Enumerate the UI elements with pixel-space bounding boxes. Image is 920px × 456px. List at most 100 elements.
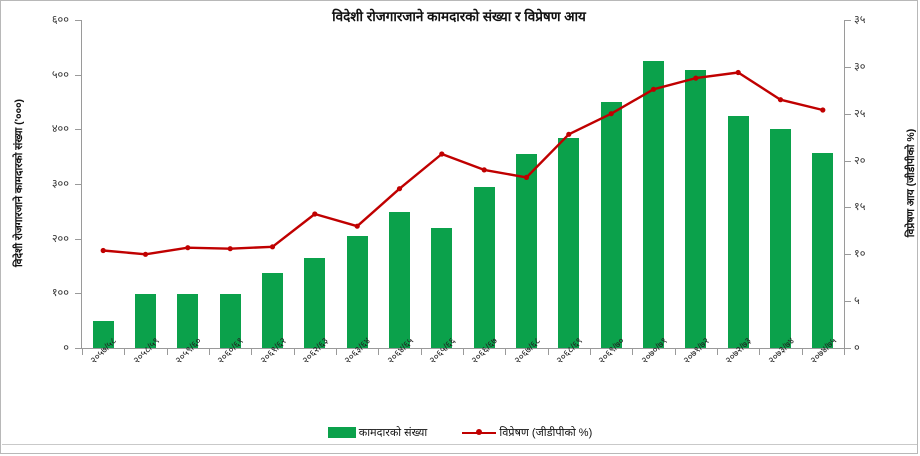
x-tick bbox=[590, 349, 591, 355]
bar[interactable] bbox=[219, 293, 241, 348]
bar[interactable] bbox=[431, 227, 453, 348]
legend-divider bbox=[2, 444, 917, 445]
y-tick-right bbox=[845, 113, 851, 115]
bar[interactable] bbox=[261, 272, 284, 348]
x-axis-labels: २०५७/५८ २०५८/५९ २०५९/६० २०६०/६१ २०६१/६२ २०६२/… bbox=[1, 336, 917, 413]
x-tick bbox=[759, 349, 761, 355]
x-tick bbox=[378, 349, 380, 355]
y-tick-right bbox=[845, 348, 851, 349]
y-tick-label-left: ० bbox=[63, 342, 69, 354]
line-marker[interactable] bbox=[100, 247, 106, 254]
bar[interactable] bbox=[515, 154, 538, 348]
y-tick-label-right: ० bbox=[854, 342, 860, 354]
x-axis-line bbox=[81, 348, 845, 349]
line-marker[interactable] bbox=[566, 131, 572, 137]
x-tick bbox=[632, 349, 634, 355]
x-tick bbox=[463, 349, 464, 355]
y-tick-label-left: ६०० bbox=[51, 14, 69, 26]
chart-legend: कामदारको संख्या विप्रेषण (जीडीपीको %) bbox=[1, 425, 917, 440]
line-marker[interactable] bbox=[269, 244, 276, 250]
legend-line-swatch-icon bbox=[462, 427, 497, 438]
legend-bar-swatch-icon bbox=[327, 427, 356, 438]
x-tick bbox=[801, 349, 803, 355]
line-marker[interactable] bbox=[608, 111, 614, 117]
legend-item-bar[interactable]: कामदारको संख्या bbox=[327, 425, 428, 440]
bar-series bbox=[82, 20, 844, 348]
y-tick-right bbox=[845, 254, 851, 256]
chart-title: विदेशी रोजगारजाने कामदारको संख्या र विप्… bbox=[332, 9, 586, 24]
bar[interactable] bbox=[177, 293, 199, 348]
line-marker[interactable] bbox=[354, 223, 360, 229]
y-tick-label-right: १० bbox=[854, 248, 866, 261]
x-tick bbox=[293, 349, 295, 355]
bar[interactable] bbox=[346, 236, 368, 348]
y-tick-right bbox=[845, 160, 851, 162]
y-tick-label-left: २०० bbox=[51, 232, 69, 245]
line-marker[interactable] bbox=[693, 75, 699, 81]
legend-item-line[interactable]: विप्रेषण (जीडीपीको %) bbox=[462, 425, 592, 440]
y-tick-label-right: ३० bbox=[854, 60, 866, 73]
y-tick-label-left: १०० bbox=[51, 287, 69, 300]
y-tick-left bbox=[75, 129, 81, 131]
x-tick bbox=[209, 349, 210, 355]
line-marker[interactable] bbox=[820, 107, 826, 113]
y-tick-label-right: ३५ bbox=[854, 14, 866, 26]
x-tick bbox=[505, 349, 507, 355]
y-tick-label-left: ४०० bbox=[51, 123, 69, 136]
bar[interactable] bbox=[304, 257, 326, 348]
line-marker[interactable] bbox=[481, 167, 487, 173]
line-marker[interactable] bbox=[185, 245, 191, 251]
line-marker[interactable] bbox=[735, 69, 741, 76]
bar[interactable] bbox=[558, 138, 580, 348]
line-series bbox=[100, 69, 826, 257]
bar[interactable] bbox=[473, 187, 495, 348]
x-tick bbox=[336, 349, 337, 355]
bar[interactable] bbox=[769, 129, 792, 348]
x-tick bbox=[844, 349, 845, 355]
bar[interactable] bbox=[388, 211, 411, 348]
line-marker[interactable] bbox=[227, 246, 233, 252]
plot-left-border bbox=[81, 20, 82, 349]
y-axis-title-right: विप्रेषण आय (जीडीपीको %) bbox=[905, 128, 917, 238]
x-tick bbox=[82, 349, 83, 355]
bar[interactable] bbox=[727, 115, 749, 348]
legend-bar-label: कामदारको संख्या bbox=[358, 427, 428, 439]
line-marker[interactable] bbox=[396, 186, 403, 192]
line-marker[interactable] bbox=[523, 174, 530, 180]
line-marker[interactable] bbox=[650, 86, 657, 92]
x-tick bbox=[166, 349, 168, 355]
line-marker[interactable] bbox=[142, 251, 149, 257]
line-marker[interactable] bbox=[312, 211, 318, 217]
y-tick-right bbox=[845, 207, 851, 209]
x-tick bbox=[124, 349, 126, 355]
bar[interactable] bbox=[642, 61, 665, 348]
bar[interactable] bbox=[685, 70, 707, 348]
plot-area bbox=[82, 20, 844, 348]
y-tick-label-right: ५ bbox=[854, 295, 860, 308]
x-tick bbox=[251, 349, 253, 355]
x-tick bbox=[547, 349, 549, 355]
x-tick bbox=[420, 349, 422, 355]
y-tick-left bbox=[75, 238, 81, 240]
y-tick-left bbox=[75, 348, 81, 349]
bar[interactable] bbox=[812, 152, 834, 348]
x-tick bbox=[717, 349, 718, 355]
y-tick-label-right: २५ bbox=[854, 107, 866, 120]
y-tick-label-left: ३०० bbox=[51, 178, 69, 190]
y-tick-right bbox=[845, 301, 851, 303]
bar[interactable] bbox=[92, 321, 114, 348]
y-tick-left bbox=[75, 74, 81, 76]
y-tick-left bbox=[75, 293, 81, 295]
x-tick bbox=[674, 349, 676, 355]
bar[interactable] bbox=[600, 102, 622, 348]
bar[interactable] bbox=[134, 293, 157, 348]
line-marker[interactable] bbox=[439, 151, 445, 157]
line-path bbox=[103, 71, 824, 256]
y-tick-label-left: ५०० bbox=[51, 68, 69, 81]
y-tick-label-right: २० bbox=[854, 154, 866, 167]
y-tick-right bbox=[845, 20, 851, 21]
line-marker[interactable] bbox=[777, 97, 784, 103]
y-tick-left bbox=[75, 184, 81, 185]
y-tick-left bbox=[75, 20, 81, 21]
